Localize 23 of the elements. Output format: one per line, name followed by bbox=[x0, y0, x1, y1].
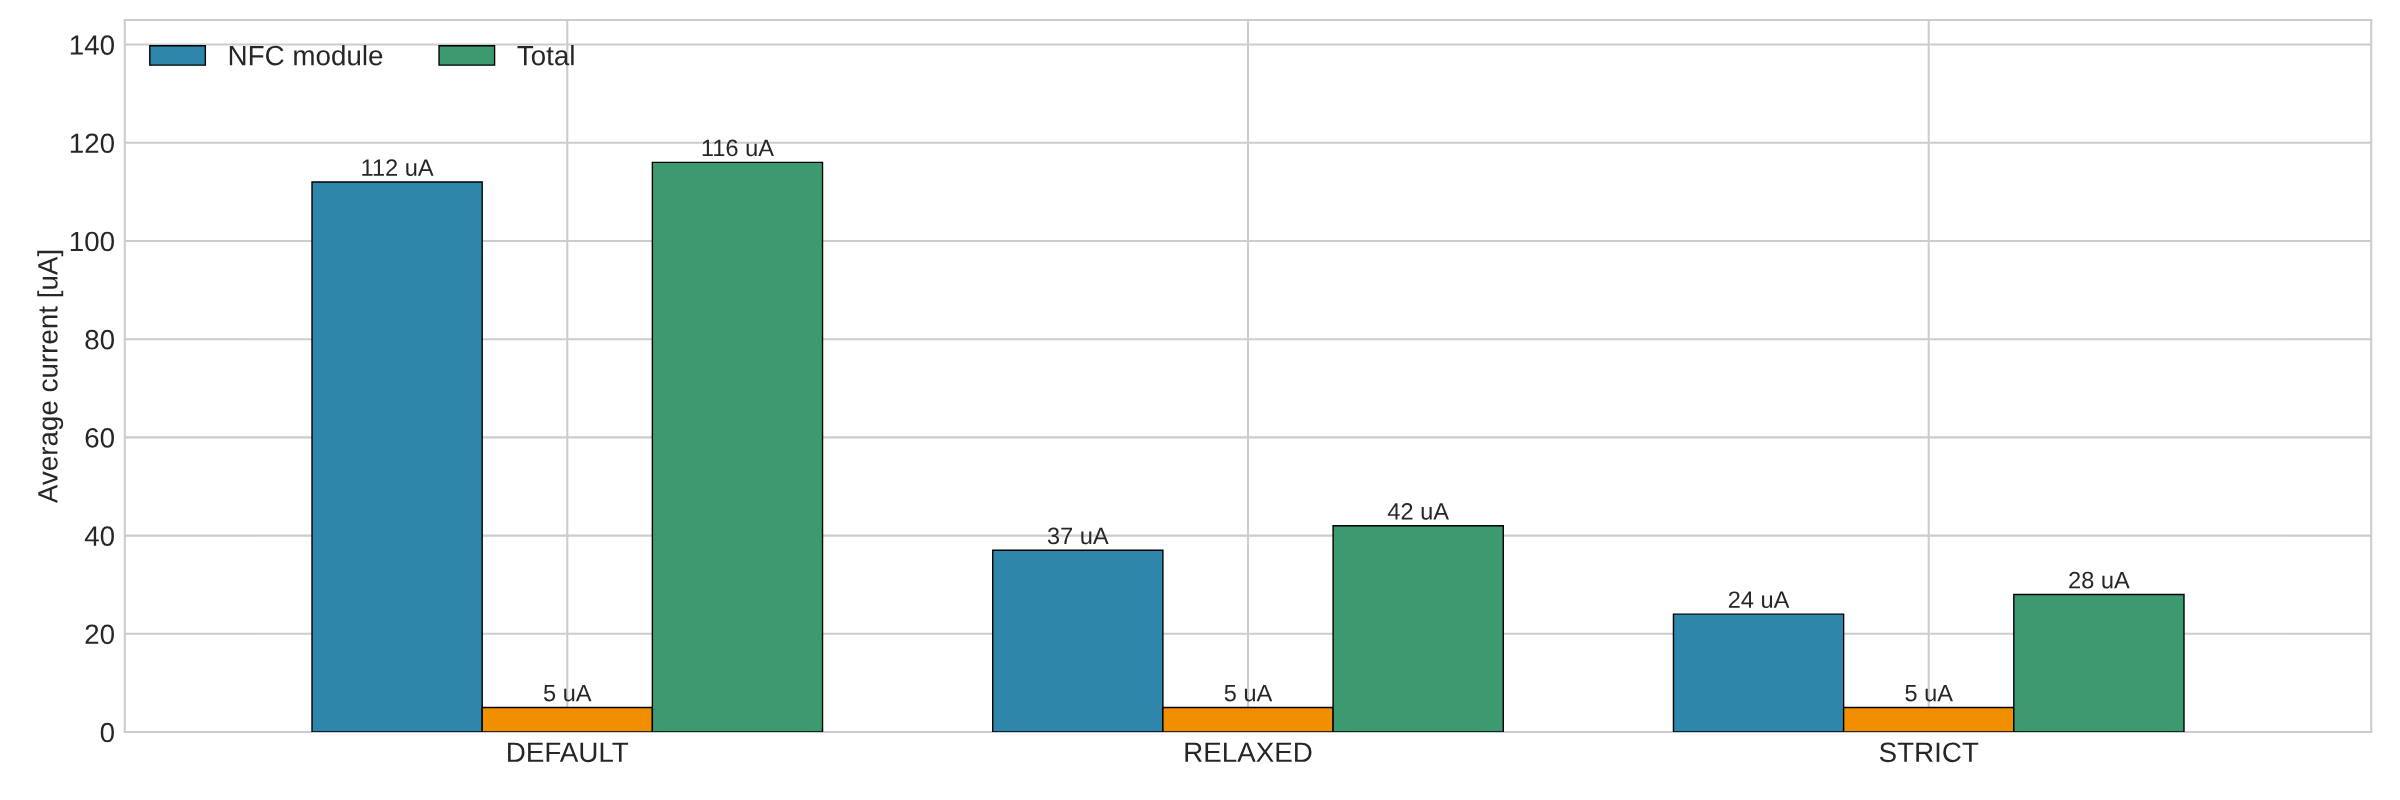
data-label: 37 uA bbox=[1047, 527, 1109, 545]
data-label: 5 uA bbox=[543, 684, 592, 702]
y-tick-label: 80 bbox=[85, 329, 114, 350]
y-axis-title: Average current [uA] bbox=[37, 250, 64, 504]
data-label: 116 uA bbox=[702, 139, 774, 157]
data-label: 112 uA bbox=[362, 159, 434, 176]
x-tick-label: DEFAULT bbox=[508, 742, 629, 763]
y-tick-label: 120 bbox=[70, 133, 114, 154]
y-tick-label: 20 bbox=[85, 624, 114, 645]
legend-label: Total bbox=[517, 45, 574, 66]
y-tick-label: 140 bbox=[70, 35, 114, 55]
y-tick-label: 0 bbox=[100, 722, 114, 743]
data-label: 24 uA bbox=[1728, 591, 1790, 609]
y-tick-label: 40 bbox=[84, 526, 114, 546]
data-label: 28 uA bbox=[2069, 571, 2130, 589]
data-label: 42 uA bbox=[1387, 502, 1449, 520]
x-tick-label: RELAXED bbox=[1185, 742, 1312, 762]
data-label: 5 uA bbox=[1224, 684, 1273, 702]
y-tick-label: 60 bbox=[85, 428, 114, 448]
y-tick-label: 100 bbox=[70, 231, 114, 252]
legend-label: NFC module bbox=[229, 45, 383, 66]
x-tick-label: STRICT bbox=[1879, 742, 1979, 763]
data-label: 5 uA bbox=[1905, 684, 1953, 702]
